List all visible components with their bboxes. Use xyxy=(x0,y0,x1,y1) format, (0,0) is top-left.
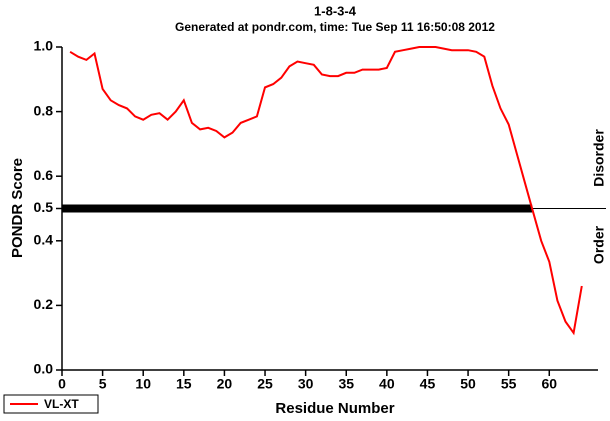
x-tick-label: 50 xyxy=(460,376,476,392)
chart-title: 1-8-3-4 xyxy=(314,3,357,18)
legend-label: VL-XT xyxy=(44,397,79,411)
y-tick-label: 0.0 xyxy=(34,361,54,377)
y-axis-label: PONDR Score xyxy=(9,158,26,258)
y-tick-label: 0.6 xyxy=(34,167,54,183)
score-line xyxy=(69,46,583,336)
x-tick-label: 55 xyxy=(501,376,517,392)
chart-subtitle: Generated at pondr.com, time: Tue Sep 11… xyxy=(175,20,495,34)
x-tick-label: 15 xyxy=(176,376,192,392)
x-tick-label: 0 xyxy=(58,376,66,392)
x-tick-label: 35 xyxy=(338,376,354,392)
x-tick-label: 40 xyxy=(379,376,395,392)
x-tick-label: 10 xyxy=(135,376,151,392)
upper-region-label: Disorder xyxy=(591,129,607,187)
y-tick-label: 0.5 xyxy=(34,199,54,215)
legend-box xyxy=(3,394,99,414)
lower-region-label: Order xyxy=(591,225,607,264)
y-tick-label: 0.8 xyxy=(34,102,54,118)
y-tick-label: 0.2 xyxy=(34,296,54,312)
x-axis-label: Residue Number xyxy=(275,400,394,417)
x-tick-label: 60 xyxy=(541,376,557,392)
x-tick-label: 30 xyxy=(298,376,314,392)
x-tick-label: 5 xyxy=(99,376,107,392)
x-tick-label: 25 xyxy=(257,376,273,392)
x-tick-label: 20 xyxy=(217,376,233,392)
y-tick-label: 1.0 xyxy=(34,38,54,54)
x-tick-label: 45 xyxy=(420,376,436,392)
y-tick-label: 0.4 xyxy=(34,232,54,248)
